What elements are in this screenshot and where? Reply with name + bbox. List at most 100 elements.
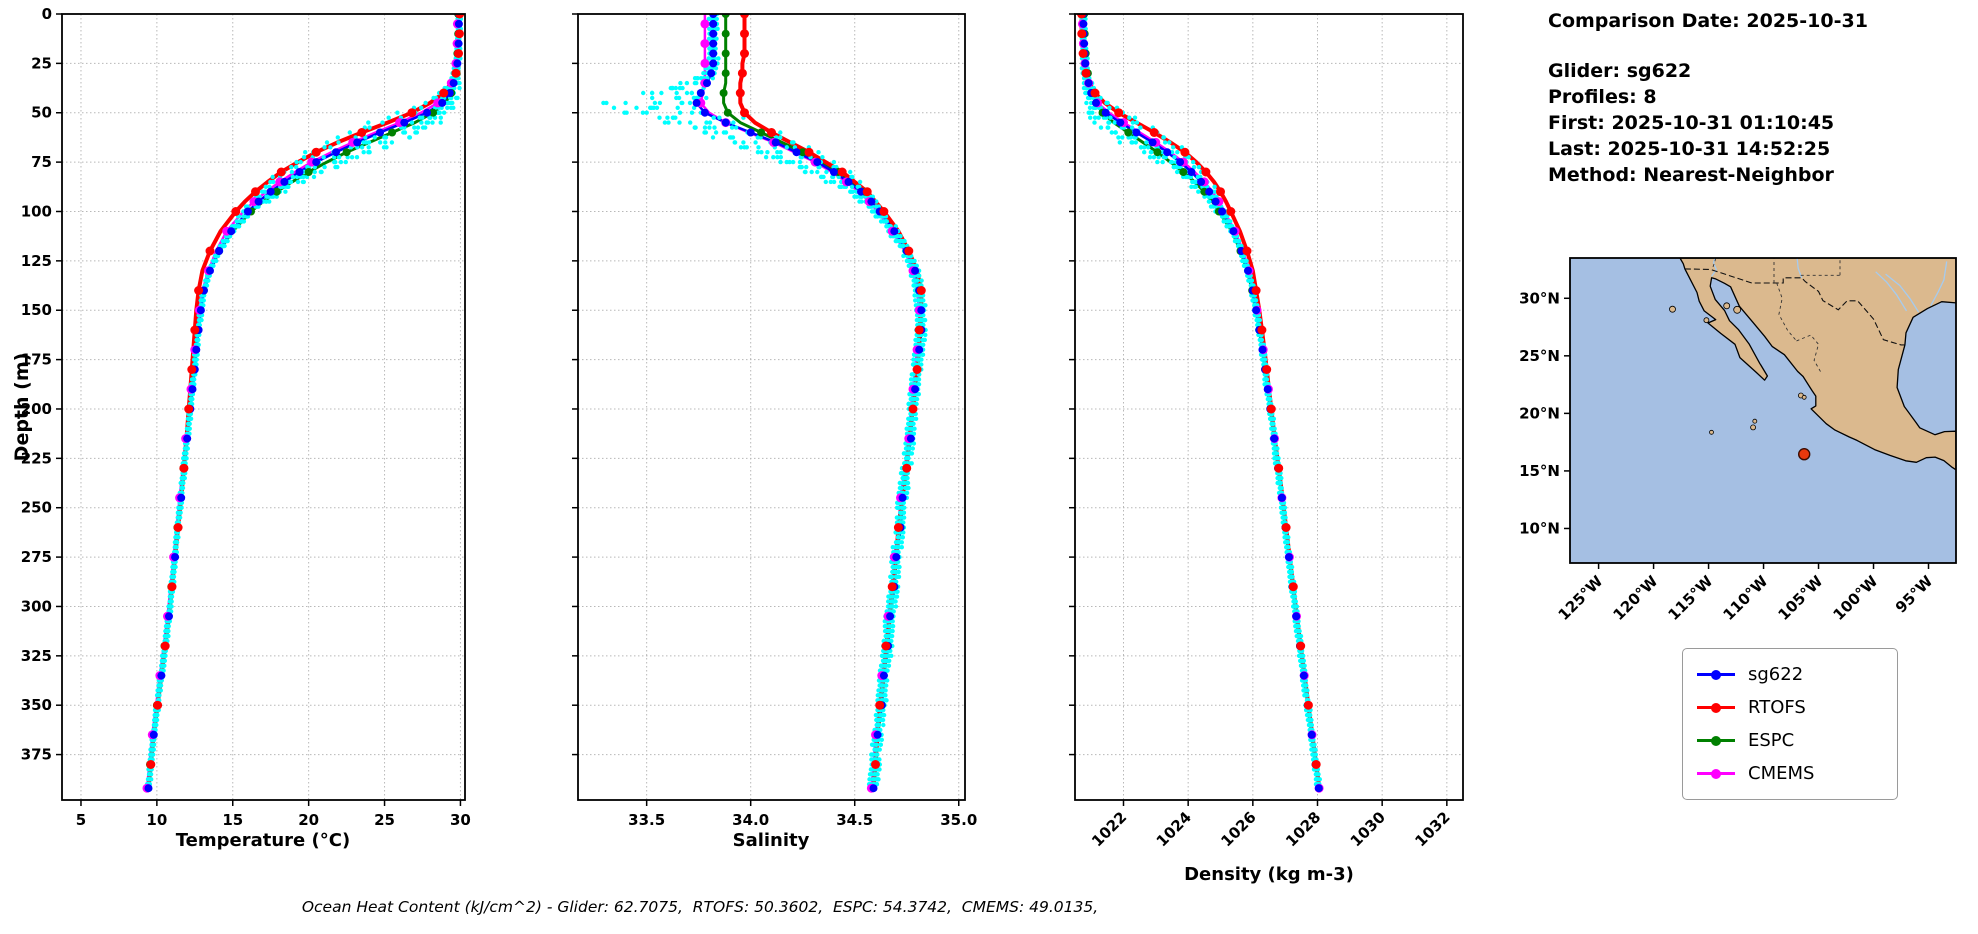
svg-text:1028: 1028	[1282, 808, 1324, 850]
map-river	[1711, 258, 1718, 277]
svg-text:115°W: 115°W	[1665, 572, 1717, 624]
svg-text:34.5: 34.5	[836, 811, 873, 829]
map-island	[1801, 394, 1807, 400]
glider-id-text: Glider: sg622	[1548, 60, 1692, 82]
info-panel: Comparison Date: 2025-10-31 Glider: sg62…	[1548, 8, 1868, 188]
profile-line-RTOFS	[1079, 14, 1322, 791]
svg-text:35.0: 35.0	[940, 811, 977, 829]
map-island	[1669, 305, 1676, 313]
svg-text:1032: 1032	[1411, 808, 1453, 850]
legend-entry-espc: ESPC	[1697, 724, 1883, 757]
svg-text:0: 0	[42, 5, 52, 23]
method-text: Method: Nearest-Neighbor	[1548, 164, 1834, 186]
legend-line-swatch	[1697, 669, 1735, 680]
info-spacer	[1548, 34, 1868, 58]
svg-text:25: 25	[374, 811, 395, 829]
glider-raw-scatter	[1079, 14, 1323, 787]
profile-line-RTOFS	[146, 14, 462, 791]
location-map: 125°W 120°W 115°W 110°W 105°W 100°W 95°W 30°N 25…	[1519, 257, 1957, 624]
svg-text:5: 5	[76, 811, 86, 829]
svg-text:350: 350	[21, 696, 52, 714]
map-island	[1703, 317, 1710, 324]
map-island	[1709, 429, 1714, 435]
comparison-date-text: Comparison Date: 2025-10-31	[1548, 10, 1868, 32]
svg-text:105°W: 105°W	[1774, 572, 1826, 624]
svg-text:20°N: 20°N	[1519, 404, 1560, 422]
profile-line-sg622	[1081, 14, 1321, 790]
ocean-heat-content-caption: Ocean Heat Content (kJ/cm^2) - Glider: 6…	[301, 898, 1099, 916]
svg-text:50: 50	[31, 104, 52, 122]
svg-text:15°N: 15°N	[1519, 462, 1560, 480]
last-profile-time-text: Last: 2025-10-31 14:52:25	[1548, 138, 1831, 160]
first-profile-time-text: First: 2025-10-31 01:10:45	[1548, 112, 1835, 134]
svg-text:175: 175	[21, 351, 52, 369]
map-state-border	[1712, 258, 1717, 268]
legend-label: RTOFS	[1748, 697, 1806, 718]
map-state-border	[1796, 334, 1822, 373]
profile-line-RTOFS	[738, 14, 924, 791]
svg-text:100: 100	[21, 202, 52, 220]
svg-text:75: 75	[31, 153, 52, 171]
svg-text:25°N: 25°N	[1519, 347, 1560, 365]
svg-text:225: 225	[21, 449, 52, 467]
svg-text:1024: 1024	[1153, 808, 1195, 850]
svg-text:10°N: 10°N	[1519, 519, 1560, 537]
legend-label: CMEMS	[1748, 763, 1815, 784]
map-island	[1752, 418, 1758, 424]
profile-markers-RTOFS	[146, 14, 465, 769]
svg-text:1022: 1022	[1088, 808, 1130, 850]
svg-text:33.5: 33.5	[628, 811, 665, 829]
profile-line-ESPC	[1082, 14, 1321, 790]
svg-text:300: 300	[21, 597, 52, 615]
svg-text:30: 30	[450, 811, 471, 829]
legend-entry-cmems: CMEMS	[1697, 757, 1883, 790]
legend-marker-dot	[1711, 669, 1721, 680]
legend-label: sg622	[1748, 664, 1804, 685]
svg-text:325: 325	[21, 647, 52, 665]
map-river	[1796, 258, 1803, 279]
map-river	[1930, 261, 1948, 307]
profile-line-ESPC	[146, 14, 460, 790]
temperature-subplot: 5 10 15 20 25 3002550751001251501752002252502…	[21, 5, 471, 829]
legend-entry-sg622: sg622	[1697, 658, 1883, 691]
legend-line-swatch	[1697, 768, 1735, 779]
svg-text:20: 20	[298, 811, 319, 829]
map-river	[1885, 273, 1920, 313]
svg-text:150: 150	[21, 301, 52, 319]
legend-line-swatch	[1697, 735, 1735, 746]
profile-markers-sg622	[1079, 14, 1323, 793]
map-river	[1875, 271, 1908, 312]
map-land-mexico	[1679, 258, 1956, 471]
svg-text:1030: 1030	[1347, 808, 1389, 850]
svg-text:375: 375	[21, 746, 52, 764]
profile-markers-RTOFS	[1077, 14, 1321, 769]
map-island	[1750, 424, 1756, 431]
profile-line-sg622	[147, 14, 461, 790]
legend-marker-dot	[1711, 735, 1721, 746]
profile-markers-RTOFS	[735, 14, 926, 769]
profile-line-CMEMS	[1080, 14, 1321, 790]
svg-text:125°W: 125°W	[1555, 572, 1607, 624]
legend-entry-rtofs: RTOFS	[1697, 691, 1883, 724]
salinity-axis-label: Salinity	[732, 830, 810, 851]
profile-line-CMEMS	[145, 14, 459, 790]
glider-position-marker	[1797, 448, 1811, 461]
map-island	[1733, 305, 1742, 314]
svg-text:120°W: 120°W	[1610, 572, 1662, 624]
svg-text:200: 200	[21, 400, 52, 418]
svg-text:100°W: 100°W	[1829, 572, 1881, 624]
profile-markers-CMEMS	[1077, 19, 1324, 793]
svg-text:110°W: 110°W	[1720, 572, 1772, 624]
salinity-subplot: 33.5 34.0 34.5 35.0	[572, 13, 977, 829]
density-axis-label: Density (kg m-3)	[1184, 864, 1354, 885]
svg-text:95°W: 95°W	[1892, 572, 1937, 617]
map-state-border	[1776, 282, 1797, 342]
map-country-border	[1684, 268, 1905, 346]
svg-text:25: 25	[31, 54, 52, 72]
legend: sg622 RTOFS ESPC CMEMS	[1682, 648, 1898, 800]
map-island	[1723, 302, 1731, 310]
svg-text:15: 15	[222, 811, 243, 829]
depth-axis-label: Depth (m)	[11, 352, 33, 462]
temperature-axis-label: Temperature (°C)	[175, 830, 351, 851]
